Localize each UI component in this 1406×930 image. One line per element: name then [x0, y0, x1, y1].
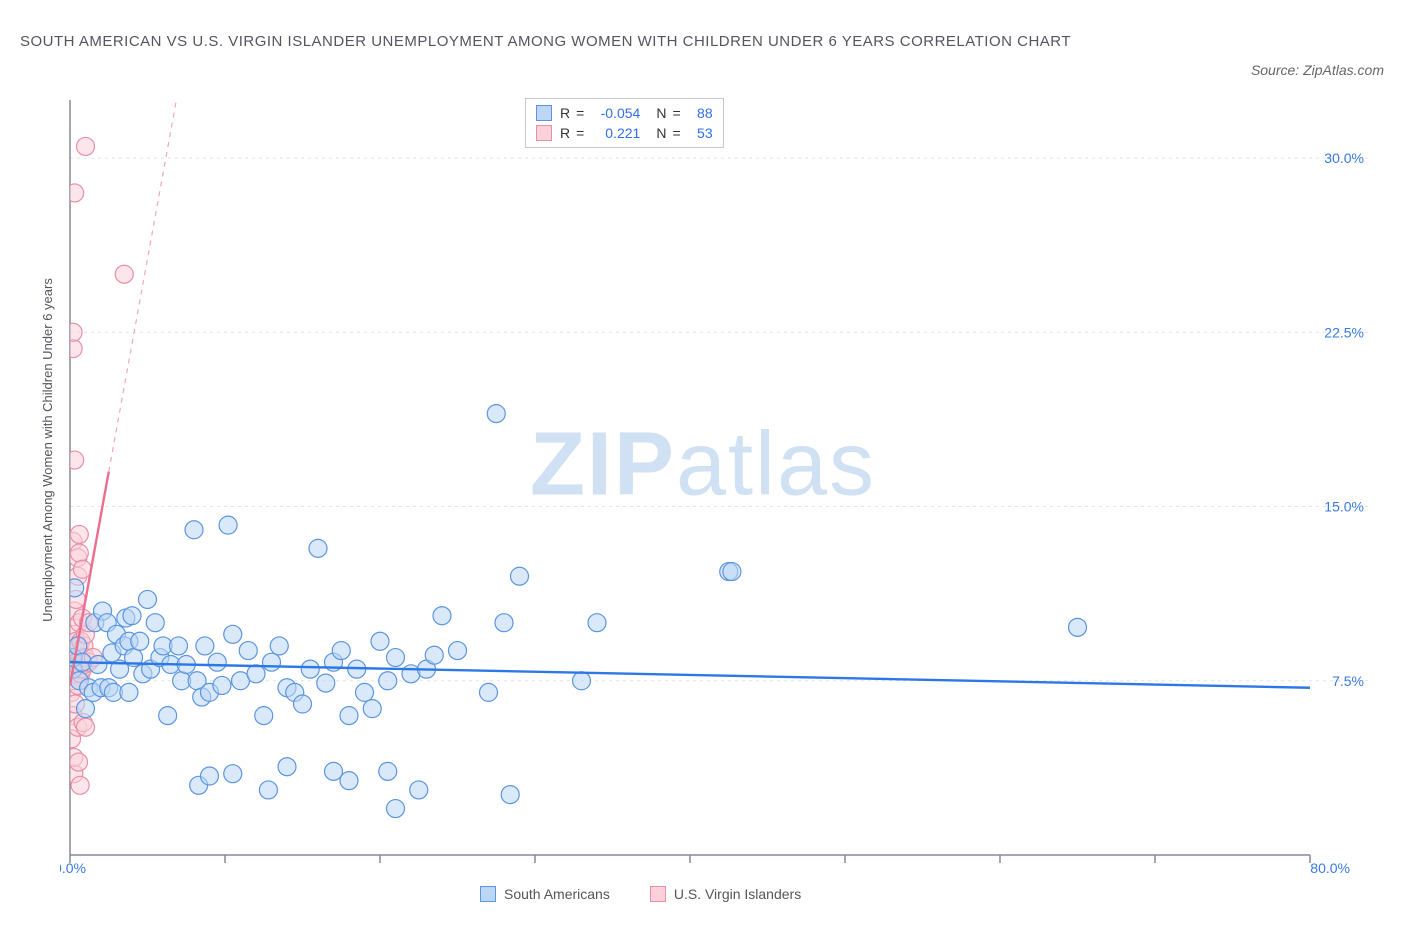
legend-swatch-1	[650, 886, 666, 902]
svg-text:0.0%: 0.0%	[60, 860, 86, 873]
equals-sign: =	[672, 125, 680, 141]
source-label: Source: ZipAtlas.com	[1251, 62, 1384, 78]
r-value-1: 0.221	[590, 125, 640, 141]
n-value-0: 88	[687, 105, 713, 121]
swatch-series-1	[536, 125, 552, 141]
r-label: R	[560, 125, 570, 141]
equals-sign: =	[672, 105, 680, 121]
stats-legend-box: R = -0.054 N = 88 R = 0.221 N = 53	[525, 98, 724, 148]
legend-item-1: U.S. Virgin Islanders	[650, 886, 801, 902]
equals-sign: =	[576, 125, 584, 141]
r-value-0: -0.054	[590, 105, 640, 121]
n-value-1: 53	[687, 125, 713, 141]
svg-text:80.0%: 80.0%	[1310, 860, 1350, 873]
legend-swatch-0	[480, 886, 496, 902]
bottom-legend: South Americans U.S. Virgin Islanders	[480, 886, 801, 902]
stats-row-series-1: R = 0.221 N = 53	[536, 123, 713, 143]
svg-text:22.5%: 22.5%	[1324, 324, 1364, 340]
svg-text:30.0%: 30.0%	[1324, 150, 1364, 166]
legend-label-1: U.S. Virgin Islanders	[674, 886, 801, 902]
legend-item-0: South Americans	[480, 886, 610, 902]
n-label: N	[656, 105, 666, 121]
svg-text:7.5%: 7.5%	[1332, 673, 1364, 689]
chart-title: SOUTH AMERICAN VS U.S. VIRGIN ISLANDER U…	[20, 28, 1071, 55]
y-axis-label: Unemployment Among Women with Children U…	[40, 200, 55, 700]
legend-label-0: South Americans	[504, 886, 610, 902]
n-label: N	[656, 125, 666, 141]
scatter-chart: 7.5% 15.0% 22.5% 30.0% 0.0% 80.0%	[60, 95, 1370, 873]
svg-text:15.0%: 15.0%	[1324, 499, 1364, 515]
equals-sign: =	[576, 105, 584, 121]
r-label: R	[560, 105, 570, 121]
swatch-series-0	[536, 105, 552, 121]
stats-row-series-0: R = -0.054 N = 88	[536, 103, 713, 123]
